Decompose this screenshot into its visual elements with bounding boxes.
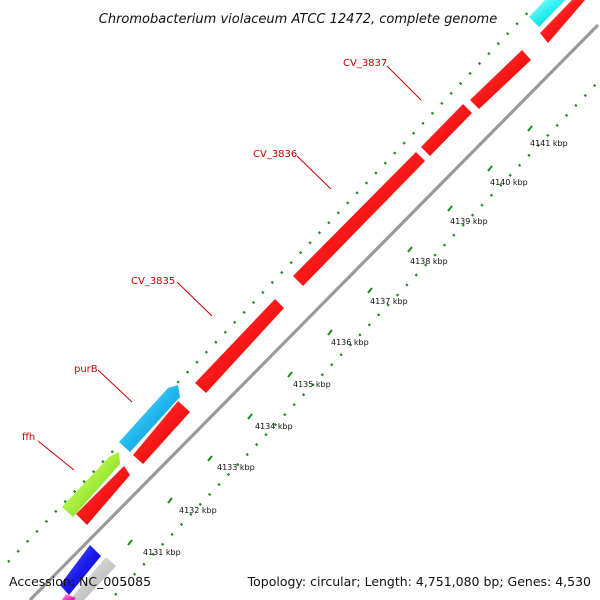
gene-label-CV_3836[interactable]: CV_3836 [253, 149, 297, 160]
scale-tick [487, 165, 493, 172]
genome-summary-text: Topology: circular; Length: 4,751,080 bp… [247, 574, 591, 589]
map-title: Chromobacterium violaceum ATCC 12472, co… [99, 12, 497, 27]
scale-tick-label: 4138 kbp [410, 257, 448, 266]
scale-tick [207, 455, 213, 462]
scale-tick-label: 4131 kbp [143, 548, 181, 557]
gene-label-CV_3837[interactable]: CV_3837 [343, 58, 387, 69]
gene-reverse-cds-top[interactable] [529, 0, 565, 27]
gc-content-track-upper [7, 7, 533, 563]
scale-tick-label: 4136 kbp [331, 338, 369, 347]
gene-label-ffh[interactable]: ffh [22, 432, 35, 443]
reverse-strand-ring [62, 0, 565, 517]
gene-cds-b[interactable] [540, 0, 585, 43]
gene-labels: ffh purB CV_3835 CV_3836 CV_3837 [22, 58, 422, 471]
label-leader-CV_3836 [296, 155, 332, 190]
scale-tick [327, 329, 333, 336]
scale-tick [167, 497, 173, 504]
gene-reverse-cds-a[interactable] [119, 385, 180, 452]
gene-label-CV_3835[interactable]: CV_3835 [131, 276, 175, 287]
label-leader-CV_3837 [386, 65, 422, 101]
scale-tick [367, 287, 373, 294]
forward-strand-ring [76, 0, 585, 525]
gene-bottom-magenta[interactable] [62, 594, 76, 600]
scale-tick-label: 4141 kbp [530, 139, 568, 148]
gene-rna-ffh[interactable] [62, 452, 120, 517]
gene-CV_3836-cds[interactable] [293, 152, 425, 286]
scale-tick [447, 205, 453, 212]
scale-tick-label: 4135 kbp [293, 380, 331, 389]
gene-CV_3837-cds[interactable] [470, 50, 531, 109]
label-leader-ffh [37, 440, 75, 471]
scale-tick-label: 4140 kbp [490, 178, 528, 187]
gene-label-purB[interactable]: purB [74, 364, 98, 375]
scale-tick-label: 4133 kbp [217, 463, 255, 472]
label-leader-CV_3835 [176, 281, 213, 317]
scale-ticks: 4131 kbp 4132 kbp 4133 kbp 4134 kbp 4135… [127, 125, 568, 557]
accession-text: Accession: NC_005085 [9, 574, 151, 589]
gene-ffh-cds[interactable] [76, 466, 130, 525]
label-leader-purB [97, 369, 133, 403]
scale-tick [407, 246, 413, 253]
scale-tick [287, 371, 293, 378]
scale-tick [247, 413, 253, 420]
scale-tick-label: 4139 kbp [450, 217, 488, 226]
gene-bottom-blue[interactable] [60, 545, 101, 595]
scale-tick [127, 539, 133, 546]
bottom-features [60, 545, 116, 600]
gene-cds-a[interactable] [421, 104, 472, 156]
genome-backbone [28, 23, 600, 600]
scale-tick-label: 4134 kbp [255, 422, 293, 431]
gene-CV_3835-cds[interactable] [195, 299, 284, 393]
gene-purB-cds[interactable] [133, 401, 190, 464]
scale-tick [527, 125, 533, 132]
gene-bottom-grey[interactable] [72, 557, 116, 600]
scale-tick-label: 4137 kbp [370, 297, 408, 306]
scale-tick-label: 4132 kbp [179, 506, 217, 515]
